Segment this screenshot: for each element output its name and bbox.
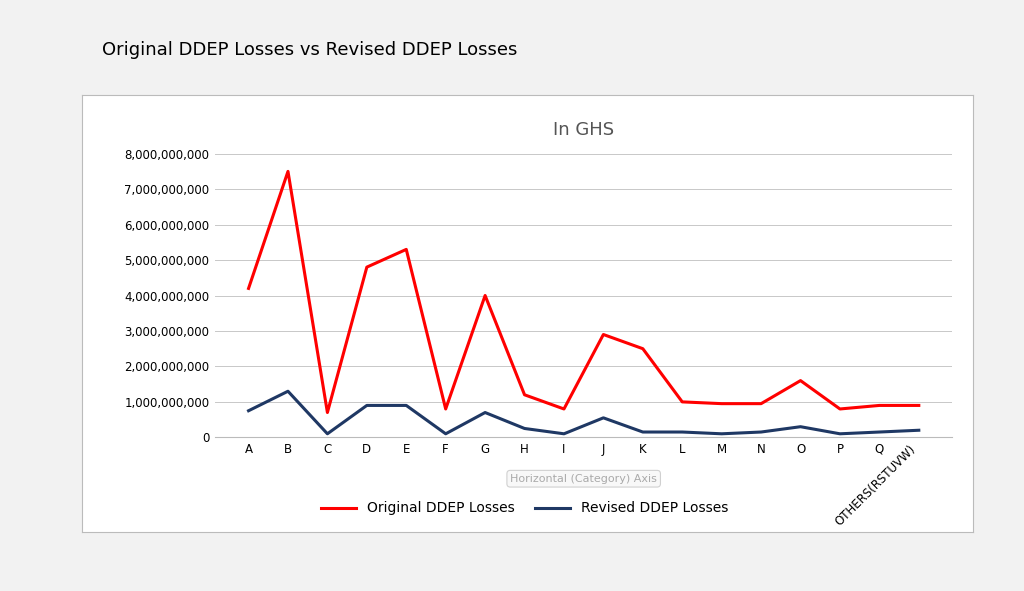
Original DDEP Losses bbox=[400, 246, 413, 253]
Original DDEP Losses bbox=[834, 405, 846, 413]
Revised DDEP Losses bbox=[912, 427, 925, 434]
Original DDEP Losses bbox=[322, 409, 334, 416]
Original DDEP Losses bbox=[716, 400, 728, 407]
Revised DDEP Losses bbox=[676, 428, 688, 436]
Revised DDEP Losses bbox=[637, 428, 649, 436]
Revised DDEP Losses bbox=[518, 425, 530, 432]
Revised DDEP Losses bbox=[716, 430, 728, 437]
Revised DDEP Losses bbox=[834, 430, 846, 437]
Revised DDEP Losses bbox=[439, 430, 452, 437]
Legend: Original DDEP Losses, Revised DDEP Losses: Original DDEP Losses, Revised DDEP Losse… bbox=[321, 502, 728, 515]
Text: In GHS: In GHS bbox=[553, 121, 614, 139]
Revised DDEP Losses bbox=[282, 388, 294, 395]
Original DDEP Losses bbox=[518, 391, 530, 398]
Revised DDEP Losses bbox=[322, 430, 334, 437]
Original DDEP Losses bbox=[360, 264, 373, 271]
Text: Original DDEP Losses vs Revised DDEP Losses: Original DDEP Losses vs Revised DDEP Los… bbox=[102, 41, 518, 59]
Original DDEP Losses bbox=[755, 400, 767, 407]
Line: Revised DDEP Losses: Revised DDEP Losses bbox=[249, 391, 919, 434]
Original DDEP Losses bbox=[243, 285, 255, 292]
Revised DDEP Losses bbox=[755, 428, 767, 436]
Original DDEP Losses bbox=[558, 405, 570, 413]
Text: Horizontal (Category) Axis: Horizontal (Category) Axis bbox=[510, 474, 657, 483]
Revised DDEP Losses bbox=[873, 428, 886, 436]
Original DDEP Losses bbox=[479, 292, 492, 299]
Original DDEP Losses bbox=[795, 377, 807, 384]
Revised DDEP Losses bbox=[400, 402, 413, 409]
Original DDEP Losses bbox=[912, 402, 925, 409]
Original DDEP Losses bbox=[637, 345, 649, 352]
Revised DDEP Losses bbox=[597, 414, 609, 421]
Revised DDEP Losses bbox=[243, 407, 255, 414]
Original DDEP Losses bbox=[873, 402, 886, 409]
Revised DDEP Losses bbox=[479, 409, 492, 416]
Original DDEP Losses bbox=[676, 398, 688, 405]
Original DDEP Losses bbox=[282, 168, 294, 175]
Revised DDEP Losses bbox=[360, 402, 373, 409]
Revised DDEP Losses bbox=[558, 430, 570, 437]
Line: Original DDEP Losses: Original DDEP Losses bbox=[249, 171, 919, 413]
Revised DDEP Losses bbox=[795, 423, 807, 430]
Original DDEP Losses bbox=[597, 331, 609, 338]
Original DDEP Losses bbox=[439, 405, 452, 413]
